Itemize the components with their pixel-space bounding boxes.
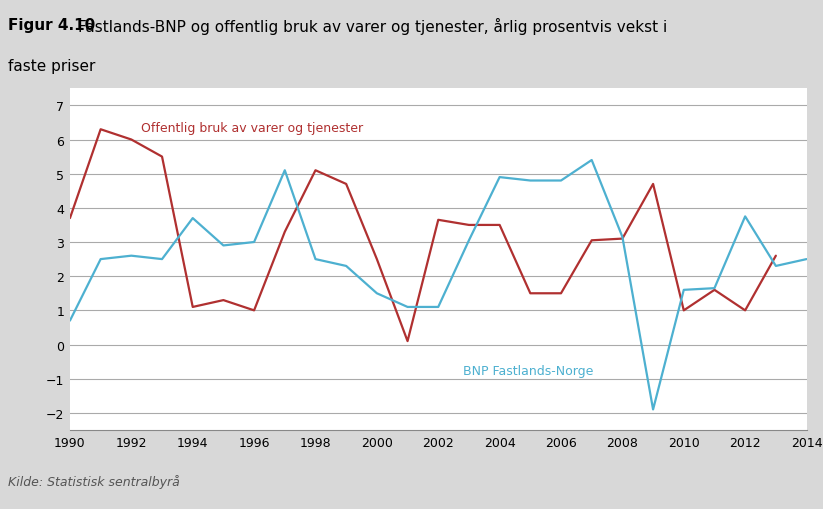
Text: Figur 4.10: Figur 4.10	[8, 18, 95, 33]
Text: BNP Fastlands-Norge: BNP Fastlands-Norge	[463, 364, 593, 377]
Text: Fastlands-BNP og offentlig bruk av varer og tjenester, årlig prosentvis vekst i: Fastlands-BNP og offentlig bruk av varer…	[78, 18, 667, 35]
Text: Offentlig bruk av varer og tjenester: Offentlig bruk av varer og tjenester	[141, 122, 363, 135]
Text: faste priser: faste priser	[8, 59, 95, 73]
Text: Kilde: Statistisk sentralbyrå: Kilde: Statistisk sentralbyrå	[8, 474, 180, 488]
